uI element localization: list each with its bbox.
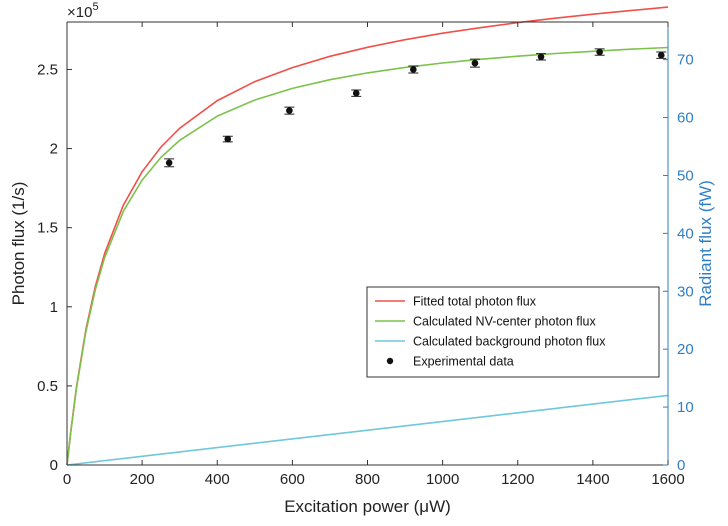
data-point [352,89,360,97]
data-point [165,159,173,167]
y2-tick-label: 30 [677,283,694,300]
x-tick-label: 1600 [651,471,684,488]
data-point [596,48,603,56]
x-tick-label: 1200 [501,471,534,488]
data-point [224,135,232,143]
legend-label: Calculated background photon flux [413,335,606,349]
y-tick-label: 0 [50,457,58,474]
data-point [537,53,545,61]
y2-tick-label: 40 [677,225,694,242]
axes: 0 200 400 600 800 1000 1200 1400 160000.511.522.… [9,1,715,516]
y-multiplier-label: ×105 [67,1,99,21]
x-axis-label: Excitation power (μW) [284,497,451,516]
data-point [410,66,417,73]
x-tick-label: 800 [355,471,380,488]
fitted-total-line [66,6,669,466]
legend: Fitted total photon flux Calculated NV-ce… [366,286,660,378]
y2-tick-label: 70 [677,52,694,69]
data-point [286,107,293,114]
y2-tick-label: 50 [677,167,694,184]
y-tick-label: 2 [50,141,58,158]
y2-tick-label: 0 [677,457,685,474]
y-tick-label: 2.5 [37,61,58,78]
legend-label: Experimental data [413,355,514,369]
plot-lines [66,6,669,466]
y-tick-label: 1.5 [37,220,58,237]
y-tick-label: 1 [50,299,58,316]
y-tick-label: 0.5 [37,378,58,395]
legend-label: Calculated NV-center photon flux [413,315,596,329]
legend-box [366,286,660,378]
legend-label: Fitted total photon flux [413,295,537,309]
legend-key-experimental [386,357,394,365]
x-tick-label: 200 [130,471,155,488]
x-tick-label: 600 [280,471,305,488]
y-axis-label: Photon flux (1/s) [9,182,28,306]
y2-tick-label: 60 [677,110,694,127]
y2-tick-label: 10 [677,399,694,416]
y-multiplier-exponent: 5 [92,1,98,13]
data-point [471,59,479,67]
plot-points [164,48,667,168]
x-tick-label: 1000 [426,471,459,488]
nv-center-line [66,46,669,466]
x-tick-label: 0 [63,471,71,488]
background-line [66,394,669,466]
x-tick-label: 1400 [576,471,609,488]
x-tick-label: 400 [205,471,230,488]
data-point [657,51,665,59]
y2-tick-label: 20 [677,341,694,358]
y2-axis-label: Radiant flux (fW) [696,180,715,307]
